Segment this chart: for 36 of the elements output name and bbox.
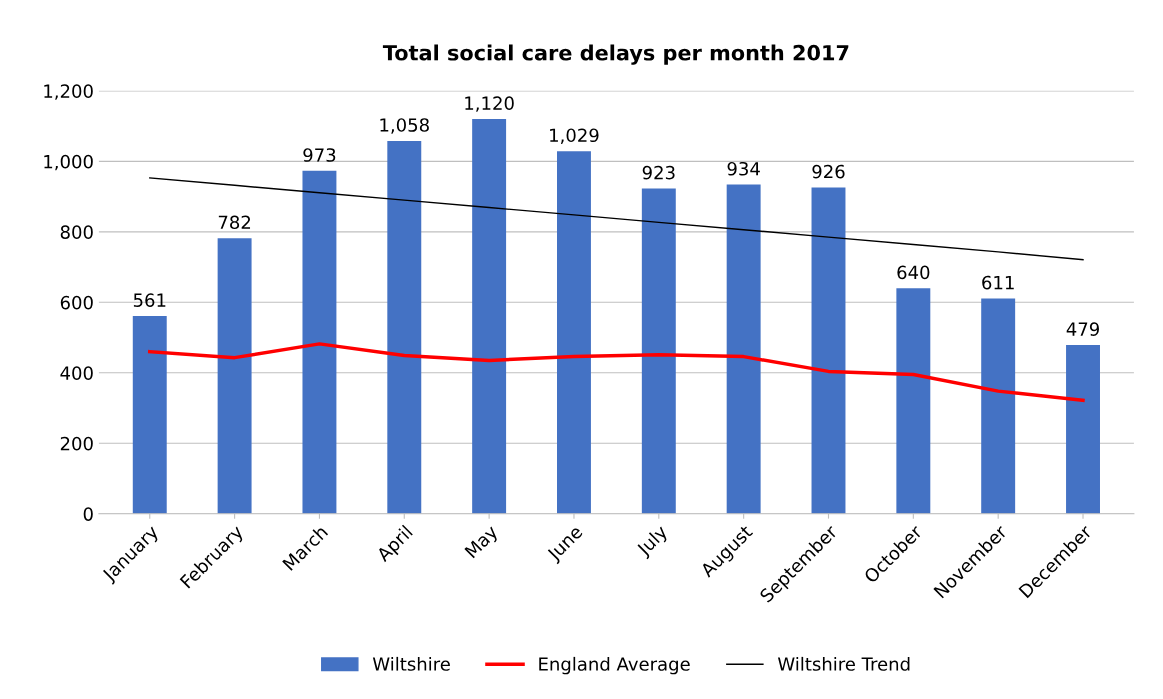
data-label: 926	[812, 164, 845, 179]
data-label: 479	[1066, 322, 1099, 336]
bar	[217, 238, 252, 514]
data-label: 1,029	[550, 128, 599, 144]
y-tick-label: 1,000	[44, 154, 93, 171]
bar	[981, 298, 1016, 514]
bar	[387, 140, 422, 514]
data-label: 782	[218, 215, 251, 230]
chart-title: Total social care delays per month 2017	[382, 44, 849, 65]
bar	[896, 288, 931, 514]
data-label: 561	[133, 293, 166, 308]
legend-label: Wiltshire	[372, 656, 450, 671]
data-label: 973	[303, 148, 336, 162]
data-label: 611	[982, 275, 1014, 290]
data-label: 640	[897, 265, 930, 280]
bar	[641, 188, 676, 514]
bar	[132, 316, 167, 514]
data-label: 1,120	[465, 96, 514, 112]
y-tick-label: 600	[60, 295, 93, 310]
legend-label: England Average	[539, 656, 690, 675]
bar	[1066, 344, 1100, 514]
y-tick-label: 800	[60, 225, 93, 239]
y-tick-label: 1,200	[44, 84, 93, 100]
bar	[472, 119, 507, 514]
y-tick-label: 200	[60, 436, 93, 451]
y-tick-label: 0	[83, 507, 93, 521]
data-label: 923	[642, 165, 675, 180]
data-label: 1,058	[380, 118, 429, 134]
data-label: 934	[727, 161, 760, 176]
line-series	[148, 342, 1085, 403]
legend-label: Wiltshire Trend	[777, 656, 910, 671]
bar	[726, 184, 761, 514]
bar	[302, 170, 337, 514]
y-tick-label: 400	[60, 366, 93, 380]
bar	[557, 151, 591, 514]
bar	[811, 187, 846, 514]
